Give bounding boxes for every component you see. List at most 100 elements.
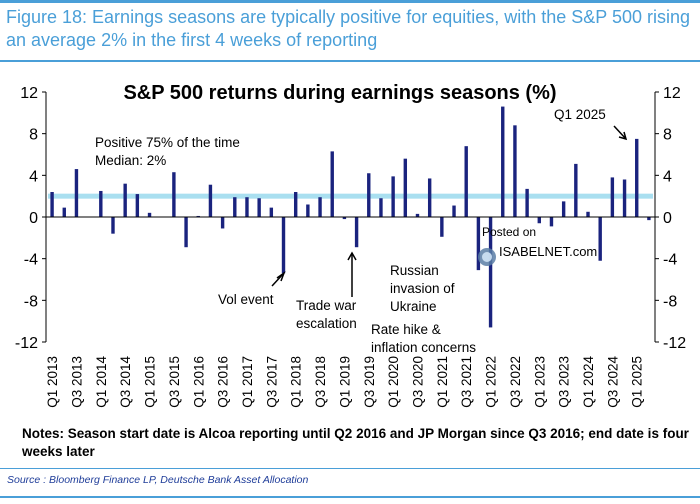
bar-q3-2020 — [415, 213, 420, 218]
top-rule — [0, 0, 700, 3]
y-tick-label-right: -4 — [663, 252, 677, 269]
bar-q2-2022 — [501, 106, 505, 217]
x-tick-label: Q3 2016 — [216, 356, 231, 408]
bar-q1-2016 — [196, 215, 200, 217]
x-tick-label: Q1 2024 — [581, 356, 596, 408]
arrowhead-vol-event — [276, 270, 286, 282]
bar-q4-2014 — [135, 194, 140, 217]
x-tick-label: Q1 2015 — [143, 356, 158, 408]
annotation-russia-2: invasion of — [390, 281, 455, 296]
x-tick-label: Q1 2020 — [386, 356, 401, 408]
y-tick-label-left: 4 — [29, 168, 38, 185]
x-tick-label: Q3 2013 — [69, 356, 84, 408]
annotations: Positive 75% of the time Median: 2% Q1 2… — [95, 107, 606, 355]
x-tick-label: Q3 2019 — [362, 356, 377, 408]
x-tick-label: Q1 2014 — [94, 356, 109, 408]
bar-q4-2018 — [330, 151, 334, 218]
bottom-rule — [0, 496, 700, 498]
x-tick-label: Q3 2017 — [264, 356, 279, 408]
bar-q4-2023 — [574, 163, 578, 217]
bar-q2-2016 — [208, 184, 213, 217]
y-tick-label-right: 8 — [663, 127, 672, 144]
median-line-layer — [48, 193, 653, 199]
y-tick-label-right: -8 — [663, 293, 677, 310]
bar-q3-2016 — [220, 217, 225, 229]
bar-q3-2013 — [74, 169, 79, 217]
watermark-line1: Posted on — [482, 225, 536, 239]
bar-q2-2013 — [62, 207, 66, 218]
annotation-positive: Positive 75% of the time — [95, 135, 240, 150]
earnings-season-chart: S&P 500 returns during earnings seasons … — [15, 82, 686, 408]
bar-q1-2014 — [99, 190, 103, 217]
x-tick-label: Q1 2025 — [630, 356, 645, 408]
x-tick-label: Q1 2013 — [45, 356, 60, 408]
x-tick-label: Q3 2021 — [459, 356, 474, 408]
bar-q1-2025 — [635, 138, 639, 218]
bar-q4-2024 — [622, 179, 627, 217]
bar-q1-2023 — [537, 217, 541, 224]
annotation-rate-hike-2: inflation concerns — [371, 340, 476, 355]
chart-notes: Notes: Season start date is Alcoa report… — [22, 426, 689, 459]
bar-q4-2019 — [379, 198, 383, 217]
bar-q1-2017 — [245, 197, 249, 217]
bar-q2-2024 — [598, 217, 602, 261]
annotation-trade-war-2: escalation — [296, 316, 357, 331]
watermark-line2: ISABELNET.com — [499, 244, 597, 259]
x-tick-label: Q1 2022 — [484, 356, 499, 408]
bar-series — [50, 106, 651, 328]
y-tick-label-right: 12 — [663, 85, 681, 102]
x-tick-label: Q3 2020 — [410, 356, 425, 408]
annotation-trade-war-1: Trade war — [296, 298, 357, 313]
bar-q1-2013 — [50, 192, 54, 217]
bar-q4-2020 — [427, 178, 432, 217]
x-tick-label: Q1 2021 — [435, 356, 450, 408]
x-tick-label: Q1 2019 — [337, 356, 352, 408]
title-rule — [0, 60, 700, 62]
x-tick-label: Q3 2022 — [508, 356, 523, 408]
source-line: Source : Bloomberg Finance LP, Deutsche … — [7, 474, 309, 486]
bar-q3-2017 — [269, 207, 274, 218]
bar-q2-2014 — [111, 217, 115, 234]
arrowhead-trade-war — [347, 251, 357, 261]
bar-q4-2021 — [476, 217, 481, 271]
bar-q3-2024 — [610, 177, 615, 217]
x-axis-labels: Q1 2013 Q3 2013 Q1 2014 Q3 2014 Q1 2015 Q3 20… — [45, 356, 645, 408]
bar-q2-2023 — [549, 217, 554, 227]
watermark: Posted on ISABELNET.com — [478, 225, 597, 266]
annotation-q1-2025: Q1 2025 — [554, 107, 606, 122]
bar-q2-2018 — [306, 204, 310, 217]
x-tick-label: Q1 2017 — [240, 356, 255, 408]
notes-rule — [0, 468, 700, 469]
y-tick-label-left: 8 — [29, 127, 38, 144]
bar-q3-2018 — [318, 197, 322, 217]
bar-q3-2022 — [513, 125, 517, 217]
y-tick-label-left: 0 — [29, 210, 38, 227]
bar-q4-2015 — [184, 217, 188, 248]
bar-q3-2014 — [123, 183, 127, 217]
x-tick-label: Q1 2023 — [532, 356, 547, 408]
x-tick-label: Q3 2023 — [557, 356, 572, 408]
x-tick-label: Q3 2024 — [605, 356, 620, 408]
y-tick-label-right: -12 — [663, 335, 686, 352]
figure-title: Figure 18: Earnings seasons are typicall… — [6, 7, 691, 50]
bar-q2-2021 — [452, 205, 456, 217]
bar-q1-2018 — [293, 192, 298, 217]
annotation-russia-3: Ukraine — [390, 299, 437, 314]
y-tick-label-right: 0 — [663, 210, 672, 227]
bar-q1-2021 — [440, 217, 444, 237]
arrowhead-q1-2025 — [618, 131, 628, 141]
y-tick-label-left: -4 — [24, 252, 38, 269]
axes: 12 12 8 8 4 4 0 0 -4 -4 -8 -8 -12 -12 — [15, 85, 686, 352]
median-line — [48, 193, 653, 199]
bar-q4-2016 — [233, 197, 237, 217]
y-tick-label-left: -12 — [15, 335, 38, 352]
annotation-median: Median: 2% — [95, 153, 166, 168]
x-tick-label: Q1 2016 — [191, 356, 206, 408]
x-tick-label: Q3 2018 — [313, 356, 328, 408]
bar-q4-2022 — [525, 188, 529, 218]
x-tick-label: Q3 2014 — [118, 356, 133, 408]
bar-q3-2015 — [172, 172, 176, 217]
chart-title: S&P 500 returns during earnings seasons … — [123, 82, 556, 104]
bar-q4-2017 — [281, 217, 286, 274]
bar-q2-2025 — [647, 217, 651, 221]
